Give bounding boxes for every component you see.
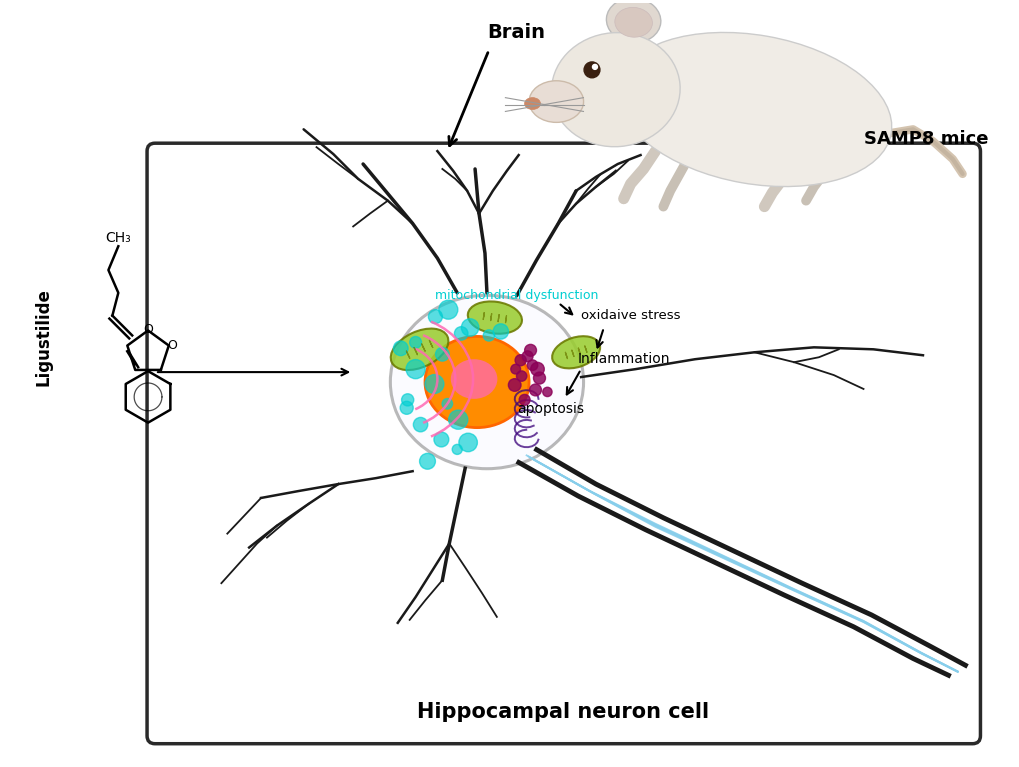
- Circle shape: [425, 374, 443, 393]
- Ellipse shape: [390, 295, 583, 469]
- Ellipse shape: [529, 81, 583, 123]
- Circle shape: [492, 324, 508, 339]
- Text: apoptosis: apoptosis: [517, 402, 583, 416]
- Circle shape: [530, 362, 544, 376]
- Circle shape: [438, 300, 458, 319]
- Circle shape: [515, 354, 526, 366]
- Circle shape: [519, 394, 530, 405]
- Circle shape: [592, 64, 597, 69]
- Circle shape: [435, 347, 448, 361]
- Circle shape: [483, 330, 494, 341]
- Circle shape: [507, 379, 521, 391]
- Text: oxidaive stress: oxidaive stress: [581, 309, 680, 322]
- Circle shape: [413, 417, 427, 432]
- Ellipse shape: [606, 0, 660, 43]
- Circle shape: [454, 327, 468, 341]
- Ellipse shape: [468, 301, 522, 334]
- Ellipse shape: [551, 336, 599, 368]
- Ellipse shape: [524, 97, 540, 110]
- Text: Inflammation: Inflammation: [578, 352, 669, 366]
- Ellipse shape: [551, 33, 680, 146]
- Text: Hippocampal neuron cell: Hippocampal neuron cell: [417, 702, 708, 722]
- Circle shape: [451, 444, 462, 454]
- Circle shape: [459, 433, 477, 452]
- Circle shape: [428, 310, 442, 324]
- Text: mitochondrial dysfunction: mitochondrial dysfunction: [435, 289, 598, 302]
- Ellipse shape: [616, 32, 891, 186]
- Circle shape: [448, 410, 468, 430]
- Circle shape: [527, 360, 537, 370]
- Circle shape: [522, 351, 533, 362]
- Circle shape: [511, 364, 520, 374]
- Circle shape: [516, 371, 526, 381]
- Text: Brain: Brain: [487, 23, 545, 41]
- Circle shape: [433, 432, 448, 447]
- Text: CH₃: CH₃: [105, 232, 131, 245]
- Circle shape: [399, 401, 413, 414]
- Circle shape: [542, 387, 551, 397]
- Circle shape: [406, 360, 425, 379]
- Text: SAMP8 mice: SAMP8 mice: [863, 130, 987, 148]
- FancyBboxPatch shape: [147, 143, 979, 744]
- Circle shape: [419, 453, 435, 469]
- Ellipse shape: [614, 8, 652, 37]
- Circle shape: [584, 62, 599, 77]
- Circle shape: [461, 319, 478, 336]
- Circle shape: [533, 372, 545, 384]
- Circle shape: [401, 393, 414, 406]
- Text: O: O: [143, 323, 153, 336]
- Circle shape: [524, 344, 536, 356]
- Ellipse shape: [390, 328, 448, 370]
- Text: O: O: [167, 339, 176, 352]
- Circle shape: [529, 384, 541, 396]
- Circle shape: [410, 337, 421, 348]
- Ellipse shape: [450, 359, 497, 399]
- Text: Ligustilide: Ligustilide: [34, 288, 52, 387]
- Ellipse shape: [425, 337, 529, 427]
- Circle shape: [393, 341, 408, 356]
- Circle shape: [441, 399, 452, 409]
